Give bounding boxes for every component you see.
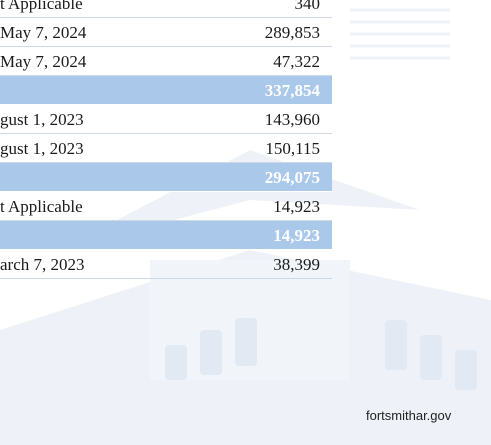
total-row: 337,854 [0, 76, 332, 105]
amount-cell: 289,853 [264, 23, 320, 42]
date-cell: t Applicable [0, 0, 83, 13]
date-cell: May 7, 2024 [0, 52, 87, 71]
date-cell: arch 7, 2023 [0, 255, 85, 274]
footer-url: fortsmithar.gov [366, 408, 452, 423]
table-row: arch 7, 2023 38,399 [0, 250, 332, 279]
amount-cell: 143,960 [264, 110, 320, 129]
total-amount: 337,854 [264, 81, 320, 100]
amount-cell: 38,399 [273, 255, 320, 274]
amount-cell: 47,322 [273, 52, 320, 71]
table-row: t Applicable 14,923 [0, 192, 332, 221]
date-cell: gust 1, 2023 [0, 139, 84, 158]
amount-cell: 150,115 [265, 139, 320, 158]
table-row: gust 1, 2023 150,115 [0, 134, 332, 163]
table-row: gust 1, 2023 143,960 [0, 105, 332, 134]
table-row: May 7, 2024 289,853 [0, 18, 332, 47]
table: t Applicable 340 May 7, 2024 289,853 May 7, … [0, 0, 332, 279]
amount-cell: 340 [294, 0, 321, 13]
total-amount: 294,075 [264, 168, 320, 187]
table-row: t Applicable 340 [0, 0, 332, 18]
date-cell: gust 1, 2023 [0, 110, 84, 129]
total-row: 14,923 [0, 221, 332, 250]
date-cell: May 7, 2024 [0, 23, 87, 42]
total-row: 294,075 [0, 163, 332, 192]
amount-cell: 14,923 [273, 197, 320, 216]
table-row: May 7, 2024 47,322 [0, 47, 332, 76]
date-cell: t Applicable [0, 197, 83, 216]
total-amount: 14,923 [273, 226, 320, 245]
